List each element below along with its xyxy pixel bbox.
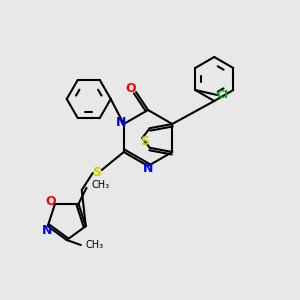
Text: CH₃: CH₃ — [92, 180, 110, 190]
Text: Cl: Cl — [216, 90, 228, 100]
Text: O: O — [46, 195, 56, 208]
Text: N: N — [143, 163, 153, 176]
Text: CH₃: CH₃ — [86, 240, 104, 250]
Text: O: O — [126, 82, 136, 95]
Text: S: S — [92, 167, 101, 179]
Text: N: N — [41, 224, 52, 237]
Text: S: S — [140, 136, 149, 148]
Text: N: N — [116, 116, 126, 130]
